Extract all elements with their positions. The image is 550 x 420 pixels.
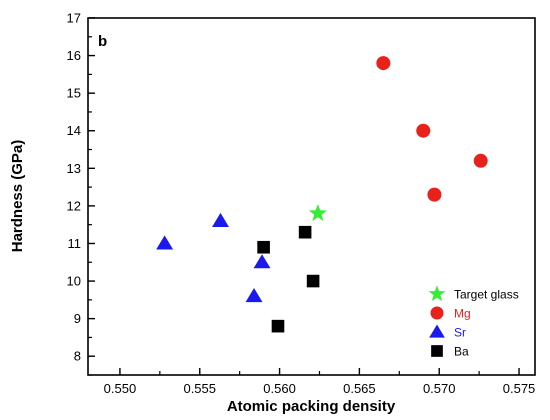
y-tick-label: 17 xyxy=(67,11,81,26)
mg-data-point xyxy=(473,153,488,168)
y-tick-label: 16 xyxy=(67,48,81,63)
plot-frame xyxy=(87,17,536,376)
x-tick-label: 0.560 xyxy=(263,381,296,396)
y-tick-label: 10 xyxy=(67,274,81,289)
mg-data-point xyxy=(376,56,391,71)
y-axis-title: Hardness (GPa) xyxy=(9,140,26,253)
y-tick-label: 8 xyxy=(74,349,81,364)
legend-ba-marker xyxy=(431,345,443,357)
x-axis-ticks: 0.550 0.555 0.560 0.565 0.570 0.575 xyxy=(104,368,536,396)
y-tick-label: 13 xyxy=(67,161,81,176)
x-tick-label: 0.550 xyxy=(104,381,137,396)
data-points xyxy=(156,56,488,333)
x-tick-label: 0.575 xyxy=(503,381,536,396)
mg-data-point xyxy=(416,123,431,138)
x-tick-label: 0.555 xyxy=(183,381,216,396)
sr-data-point xyxy=(156,235,174,250)
legend-target-glass-label: Target glass xyxy=(454,288,519,302)
y-tick-label: 9 xyxy=(74,311,81,326)
x-tick-label: 0.570 xyxy=(423,381,456,396)
legend-mg-marker xyxy=(430,306,444,320)
target-glass-data-point xyxy=(308,203,327,222)
legend-mg-label: Mg xyxy=(454,307,471,321)
y-tick-label: 11 xyxy=(68,236,82,251)
mg-data-point xyxy=(427,187,442,202)
sr-data-point xyxy=(212,212,229,227)
ba-data-point xyxy=(298,225,312,239)
y-tick-label: 15 xyxy=(67,86,81,101)
y-tick-label: 14 xyxy=(67,123,81,138)
panel-label: b xyxy=(98,33,107,50)
legend-sr-label: Sr xyxy=(454,326,466,340)
ba-data-point xyxy=(257,240,270,254)
y-axis-ticks: 8 9 10 11 12 13 14 15 16 17 xyxy=(67,11,95,376)
legend: Target glass Mg Sr Ba xyxy=(428,285,519,359)
sr-data-point xyxy=(253,254,271,269)
sr-data-point xyxy=(245,288,263,303)
legend-sr-marker xyxy=(429,324,445,338)
y-tick-label: 12 xyxy=(67,198,81,213)
x-axis-title: Atomic packing density xyxy=(227,398,396,415)
x-tick-label: 0.565 xyxy=(343,381,376,396)
legend-target-glass-marker xyxy=(428,285,446,302)
ba-data-point xyxy=(271,319,285,333)
legend-ba-label: Ba xyxy=(454,345,469,359)
ba-data-point xyxy=(306,274,320,288)
